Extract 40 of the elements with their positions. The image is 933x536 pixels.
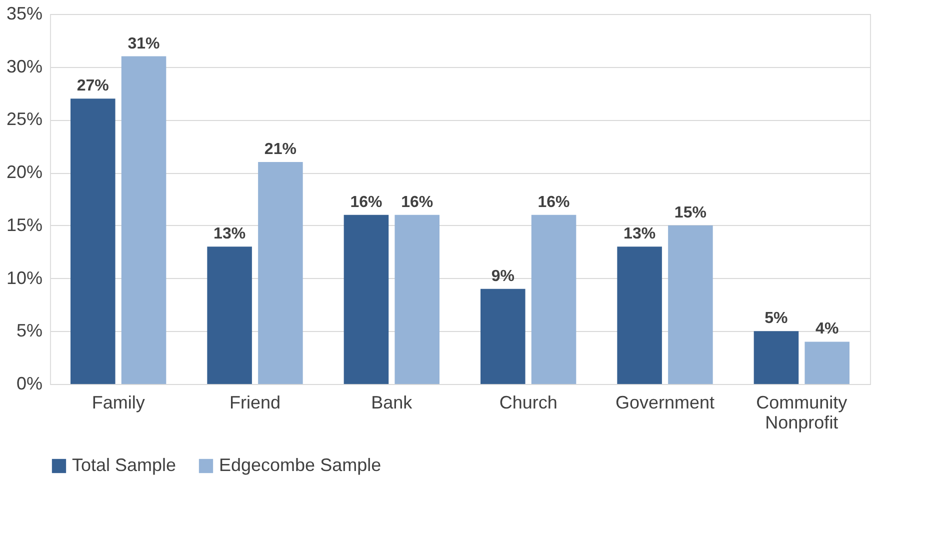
- x-tick-label: Bank: [371, 392, 414, 412]
- data-label: 9%: [491, 268, 514, 285]
- legend-label: Total Sample: [72, 455, 176, 475]
- data-label: 4%: [816, 320, 839, 338]
- data-label: 13%: [214, 226, 246, 243]
- y-tick-label: 10%: [6, 268, 42, 288]
- bar: [617, 246, 662, 384]
- bar: [531, 214, 576, 384]
- bar: [668, 225, 713, 384]
- data-label: 16%: [350, 194, 382, 211]
- data-label: 16%: [401, 194, 434, 211]
- data-label: 31%: [128, 35, 160, 52]
- bar: [344, 214, 389, 384]
- bar: [70, 98, 116, 384]
- x-tick-label: Government: [615, 392, 715, 412]
- bar: [258, 162, 303, 384]
- y-tick-label: 35%: [6, 4, 42, 24]
- bar: [121, 56, 166, 384]
- data-label: 13%: [624, 226, 656, 243]
- bar: [394, 214, 440, 384]
- x-tick-label: Family: [92, 392, 145, 412]
- x-tick-label: Community Nonprofit: [756, 392, 848, 432]
- y-tick-label: 25%: [6, 109, 42, 130]
- y-tick-label: 15%: [6, 214, 42, 235]
- y-tick-label: 30%: [6, 56, 42, 76]
- legend-label: Edgecombe Sample: [219, 455, 382, 475]
- y-tick-label: 0%: [16, 374, 42, 394]
- bar: [480, 288, 526, 384]
- data-label: 27%: [76, 78, 109, 95]
- bar: [804, 342, 850, 384]
- bar: [754, 331, 799, 384]
- x-tick-label: Friend: [229, 392, 281, 412]
- data-label: 16%: [538, 194, 570, 211]
- data-label: 5%: [764, 310, 788, 328]
- data-label: 15%: [674, 204, 706, 222]
- y-tick-label: 20%: [6, 162, 42, 182]
- x-tick-label: Church: [499, 392, 558, 412]
- y-tick-label: 5%: [16, 320, 42, 341]
- bar: [207, 246, 252, 384]
- data-label: 21%: [264, 141, 296, 158]
